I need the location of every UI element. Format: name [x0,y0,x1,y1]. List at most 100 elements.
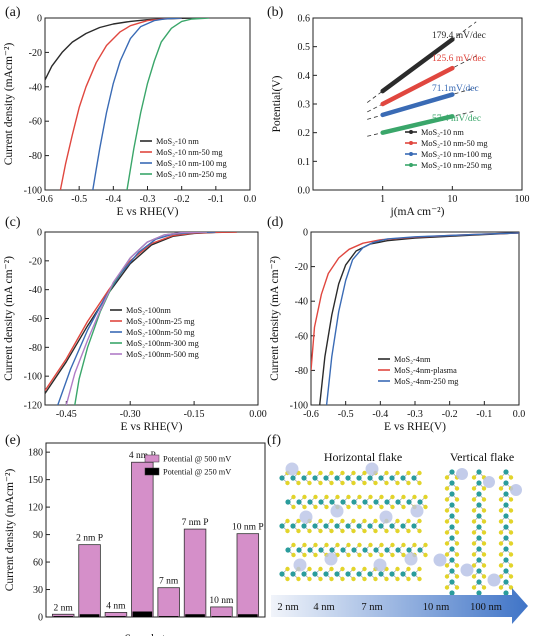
x-tick-label: -0.6 [303,409,319,420]
sulfur-atom [417,480,422,486]
y-tick-label: 0.4 [298,71,311,82]
legend-entry: MoS₂-10 nm-250 mg [156,170,227,179]
sulfur-atom [329,566,334,572]
molybdenum-atom [503,491,509,497]
sulfur-atom [406,518,411,524]
sulfur-atom [481,552,487,557]
legend-entry: MoS₂-10 nm-100 mg [156,159,227,168]
sulfur-atom [329,480,334,486]
arrow-label: 10 nm [423,602,450,613]
sulfur-atom [423,494,428,500]
sulfur-atom [335,494,340,500]
sulfur-atom [340,518,345,524]
sulfur-atom [417,518,422,524]
x-tick-label: -0.2 [442,409,458,420]
legend-swatch [144,467,160,476]
molybdenum-atom [351,499,357,505]
series-line-3 [92,18,182,190]
molybdenum-atom [503,469,509,475]
bar-category-label: 7 nm P [182,518,209,528]
molybdenum-atom [329,547,335,553]
molybdenum-atom [449,524,455,530]
x-tick-label: 0.00 [249,409,267,420]
legend-marker [409,130,413,134]
molybdenum-atom [476,590,482,596]
x-tick-label: -0.3 [407,409,423,420]
sulfur-atom [406,470,411,476]
sulfur-atom [406,576,411,582]
molybdenum-atom [449,513,455,519]
y-tick-label: 180 [28,448,43,459]
sulfur-atom [481,530,487,535]
sulfur-atom [401,552,406,558]
molybdenum-atom [503,546,509,552]
sulfur-atom [329,518,334,524]
sulfur-atom [498,475,504,480]
sulfur-atom [318,528,323,534]
y-tick-label: 0.6 [298,14,311,25]
y-tick-label: 0 [37,14,42,25]
sulfur-atom [384,470,389,476]
sulfur-atom [313,504,318,510]
sulfur-atom [329,576,334,582]
slope-annotation: 57.4 mV/dec [432,114,481,124]
sulfur-atom [285,528,290,534]
molybdenum-atom [389,475,395,481]
sulfur-atom [318,566,323,572]
x-axis-label: E vs RHE(V) [117,206,179,218]
sulfur-atom [454,541,460,546]
molybdenum-atom [329,499,335,505]
sulfur-atom [508,563,514,568]
sulfur-atom [313,552,318,558]
bar-250mv [106,616,126,617]
sulfur-atom [471,475,477,480]
sulfur-atom [471,530,477,535]
x-tick-label: 0.0 [513,409,526,420]
legend-swatch [144,454,160,463]
legend-entry: MoS₂-10 nm-50 mg [156,148,223,157]
sulfur-atom [481,508,487,513]
sulfur-atom [395,528,400,534]
molybdenum-atom [345,571,351,577]
sulfur-atom [318,518,323,524]
bar-250mv [158,616,179,617]
x-tick-label: -0.5 [338,409,354,420]
sulfur-atom [508,497,514,502]
y-tick-label: 60 [33,558,43,569]
sulfur-atom [346,494,351,500]
series-line-3 [57,232,216,405]
panel-label: (c) [5,215,21,230]
x-tick-label: -0.4 [105,194,121,205]
legend-entry: MoS₂-4nm-plasma [394,366,457,375]
molybdenum-atom [367,523,373,529]
sulfur-atom [307,576,312,582]
sulfur-atom [471,552,477,557]
molybdenum-atom [476,557,482,563]
series-line-3 [325,232,519,405]
sulfur-atom [401,542,406,548]
x-tick-label: -0.45 [56,409,77,420]
legend-entry: MoS₂-10 nm-250 mg [421,161,492,170]
sulfur-atom [285,518,290,524]
molybdenum-atom [449,491,455,497]
bar-500mv [157,587,180,618]
sulfur-atom [508,475,514,480]
bar-500mv [131,461,154,618]
y-tick-label: 0.1 [298,157,311,168]
y-tick-label: 0.3 [298,100,311,111]
molybdenum-atom [318,547,324,553]
adsorbate-bubble [483,476,495,488]
y-axis-label: Current density (mA cm⁻²) [3,256,15,381]
sulfur-atom [351,566,356,572]
sulfur-atom [373,518,378,524]
y-tick-label: -80 [29,151,42,162]
bar-250mv [211,616,232,617]
panel-label: (f) [267,433,281,448]
y-tick-label: 0 [303,228,308,239]
adsorbate-bubble [365,462,379,476]
molybdenum-atom [290,523,296,529]
bar-500mv [183,528,207,618]
y-tick-label: 0 [38,613,43,624]
molybdenum-atom [406,547,412,553]
molybdenum-atom [285,499,291,505]
